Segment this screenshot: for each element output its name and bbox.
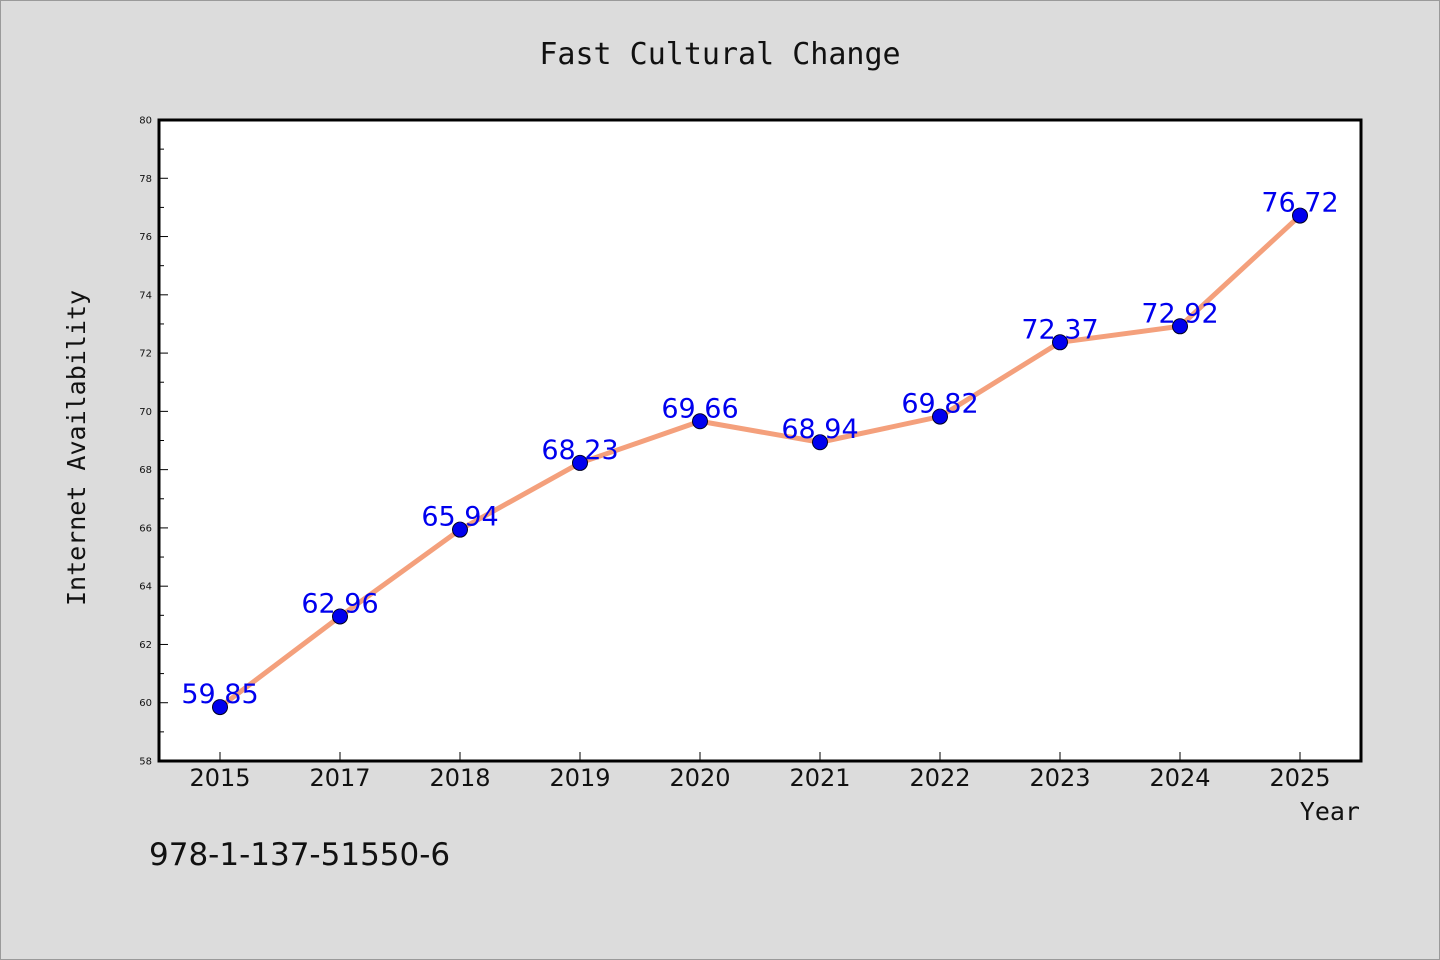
y-tick-label: 80 [139,116,152,127]
x-tick-label: 2024 [1149,764,1210,792]
data-label: 59.85 [181,679,258,710]
y-tick-label: 58 [139,757,152,768]
y-tick-label: 60 [139,698,152,709]
y-tick-label: 76 [139,232,152,243]
x-axis-title: Year [1300,797,1360,826]
data-label: 69.82 [901,389,978,420]
data-point [1292,207,1308,224]
x-tick-label: 2022 [909,764,970,792]
y-tick-label: 68 [139,465,152,476]
data-label: 69.66 [661,393,738,424]
data-point [212,699,228,716]
data-point [1172,318,1188,335]
y-tick-label: 62 [139,640,152,651]
y-tick-label: 70 [139,407,152,418]
data-label: 72.92 [1141,298,1218,329]
data-label: 65.94 [421,502,498,533]
data-label: 76.72 [1261,188,1338,219]
data-point [932,408,948,425]
data-point [812,434,828,451]
data-label: 68.94 [781,414,858,445]
data-label: 68.23 [541,435,618,466]
y-tick-label: 74 [139,290,152,301]
series-line-group [217,213,1303,710]
y-tick-label: 72 [139,349,152,360]
data-point [452,521,468,538]
isbn-label: 978-1-137-51550-6 [149,837,450,873]
data-point [1052,334,1068,351]
y-tick-label: 66 [139,523,152,534]
x-tick-label: 2018 [429,764,490,792]
y-tick-label: 64 [139,582,152,593]
x-tick-label: 2025 [1269,764,1330,792]
data-label: 62.96 [301,588,378,619]
data-point [572,454,588,471]
y-axis-title: Internet Availability [62,290,91,606]
x-tick-label: 2017 [309,764,370,792]
x-tick-label: 2019 [549,764,610,792]
data-point [332,608,348,625]
series-line [217,213,1303,710]
x-tick-label: 2021 [789,764,850,792]
data-point [692,413,708,430]
chart-title: Fast Cultural Change [539,37,900,72]
x-tick-label: 2015 [189,764,250,792]
x-tick-label: 2023 [1029,764,1090,792]
x-axis-ticks: 2015 2017 2018 2019 2020 2021 2022 2023 2024 2025 [189,752,1331,792]
x-tick-label: 2020 [669,764,730,792]
data-markers [212,207,1308,716]
y-tick-label: 78 [139,174,152,185]
plot-area [157,118,1363,763]
data-label: 72.37 [1021,314,1098,345]
y-axis-ticks: 58 60 62 64 66 68 70 72 74 76 78 80 [139,116,168,768]
data-labels: 59.85 62.96 65.94 68.23 69.66 68.94 69.82 72.37… [181,188,1338,711]
